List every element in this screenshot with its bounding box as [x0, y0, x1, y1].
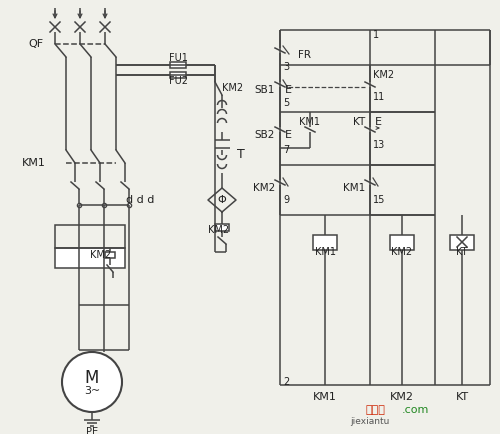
Bar	[313, 235, 337, 250]
Text: 2: 2	[283, 377, 289, 387]
Text: KT: KT	[353, 117, 365, 127]
Text: 5: 5	[283, 98, 289, 108]
Bar	[450, 235, 474, 250]
Circle shape	[62, 352, 122, 412]
Bar	[55, 248, 125, 268]
Bar	[105, 252, 115, 258]
Text: E: E	[285, 85, 292, 95]
Bar	[170, 62, 186, 68]
Text: KT: KT	[456, 247, 468, 257]
Text: QF: QF	[28, 39, 43, 49]
Text: 1: 1	[373, 30, 379, 40]
Text: KM2: KM2	[392, 247, 412, 257]
Bar	[390, 235, 414, 250]
Text: E: E	[285, 130, 292, 140]
Text: SB1: SB1	[254, 85, 275, 95]
Text: 7: 7	[283, 145, 289, 155]
Text: T: T	[237, 148, 245, 161]
Text: 15: 15	[373, 195, 386, 205]
Text: KM2: KM2	[90, 250, 111, 260]
Text: 11: 11	[373, 92, 385, 102]
Text: KM2: KM2	[390, 392, 414, 402]
Bar	[55, 225, 125, 248]
Text: KM1: KM1	[300, 117, 320, 127]
Text: KM1: KM1	[343, 183, 365, 193]
Text: Φ: Φ	[218, 195, 226, 205]
Bar	[170, 72, 186, 78]
Text: KM2: KM2	[208, 225, 229, 235]
Text: FU2: FU2	[168, 76, 188, 86]
Text: .com: .com	[402, 405, 428, 415]
Text: SB2: SB2	[254, 130, 275, 140]
Text: 9: 9	[283, 195, 289, 205]
Text: 3: 3	[283, 62, 289, 72]
Text: M: M	[85, 369, 99, 387]
Text: KM2: KM2	[253, 183, 275, 193]
Text: KT: KT	[456, 392, 468, 402]
Text: 3~: 3~	[84, 386, 100, 396]
Text: PE: PE	[86, 427, 98, 434]
Text: KM1: KM1	[313, 392, 337, 402]
Bar	[215, 224, 229, 231]
Text: FR: FR	[298, 50, 311, 60]
Text: FU1: FU1	[168, 53, 188, 63]
Text: d d d: d d d	[126, 195, 154, 205]
Text: KM1: KM1	[22, 158, 46, 168]
Text: KM2: KM2	[222, 83, 243, 93]
Text: E: E	[375, 117, 382, 127]
Text: 接线图: 接线图	[365, 405, 385, 415]
Text: KM2: KM2	[373, 70, 394, 80]
Text: KM1: KM1	[314, 247, 336, 257]
Text: jiexiantu: jiexiantu	[350, 418, 390, 427]
Text: 13: 13	[373, 140, 385, 150]
